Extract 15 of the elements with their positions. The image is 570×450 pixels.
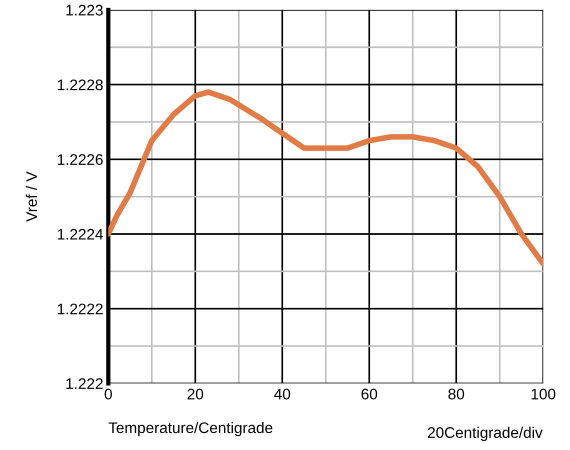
x-tick-label: 60 xyxy=(362,388,378,400)
y-tick-label: 1.223 xyxy=(66,4,103,16)
y-tick-label: 1.2224 xyxy=(58,228,103,240)
x-tick-label: 100 xyxy=(532,388,556,400)
text: 20Centigrade/div xyxy=(428,426,543,441)
x-tick-label: 40 xyxy=(274,388,290,400)
y-tick-label: 1.222 xyxy=(66,378,103,389)
y-tick-label: 1.2222 xyxy=(58,304,103,314)
x-axis-title: Temperature/Centigrade xyxy=(108,422,272,436)
x-tick-label: 80 xyxy=(448,388,464,400)
x-tick-label: 20 xyxy=(188,388,204,400)
y-tick-label: 1.2226 xyxy=(58,154,103,165)
y-axis-title: Vref / V xyxy=(26,172,38,222)
x-tick-label: 0 xyxy=(104,388,112,400)
y-tick-label: 1.2228 xyxy=(58,79,103,90)
